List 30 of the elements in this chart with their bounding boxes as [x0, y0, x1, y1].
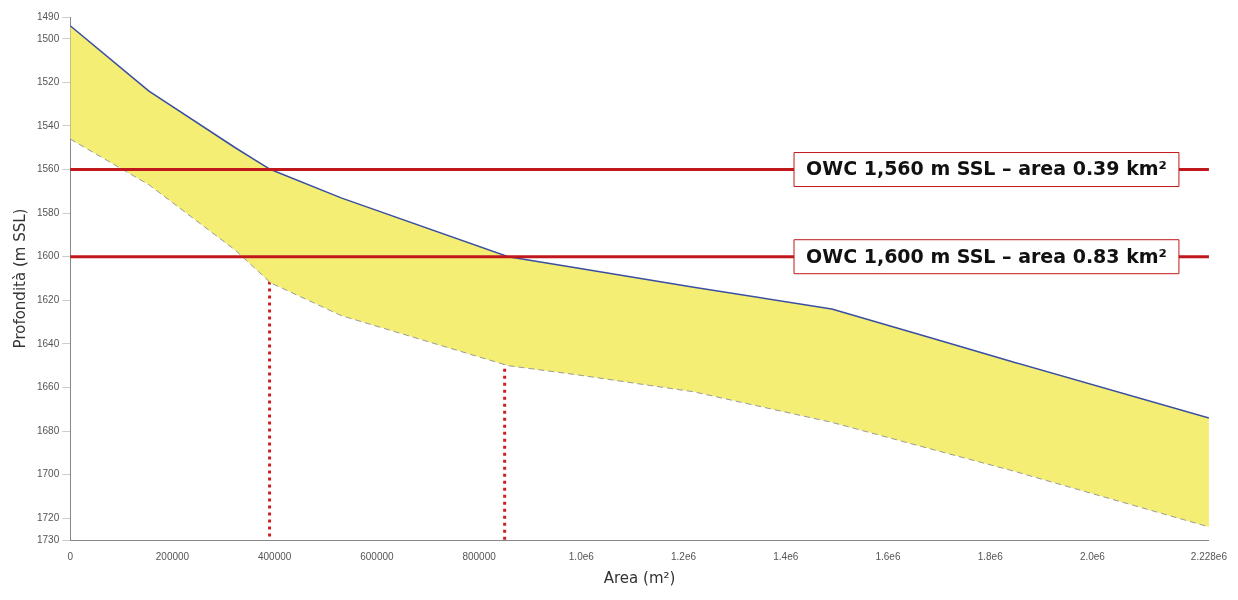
x-tick-label: 1.4e6 — [773, 550, 799, 562]
y-tick-label: 1730 — [37, 533, 60, 545]
y-tick-label: 1700 — [37, 468, 60, 480]
y-tick-label: 1500 — [37, 32, 60, 44]
y-tick-label: 1540 — [37, 119, 60, 131]
y-tick-label: 1600 — [37, 250, 60, 262]
y-tick-label: 1520 — [37, 76, 60, 88]
y-tick-label: 1720 — [37, 511, 60, 523]
y-tick-label: 1660 — [37, 381, 60, 393]
x-tick-label: 400000 — [257, 550, 292, 562]
y-tick-label: 1580 — [37, 206, 60, 218]
x-tick-label: 2.228e6 — [1190, 550, 1228, 562]
y-tick-label: 1620 — [37, 294, 60, 306]
x-tick-label: 0 — [67, 550, 74, 562]
ref-line-label: OWC 1,600 m SSL – area 0.83 km² — [806, 244, 1167, 267]
ref-line-label: OWC 1,560 m SSL – area 0.39 km² — [806, 157, 1167, 180]
x-tick-label: 1.2e6 — [671, 550, 697, 562]
x-tick-label: 200000 — [155, 550, 190, 562]
x-tick-label: 800000 — [462, 550, 497, 562]
y-tick-label: 1640 — [37, 337, 60, 349]
x-tick-label: 1.6e6 — [875, 550, 901, 562]
x-tick-label: 1.0e6 — [568, 550, 595, 562]
x-tick-label: 2.0e6 — [1079, 550, 1106, 562]
y-tick-label: 1560 — [37, 163, 60, 175]
y-tick-label: 1490 — [37, 10, 60, 22]
x-axis-title: Area (m²) — [603, 568, 676, 587]
y-axis-title: Profondità (m SSL) — [10, 208, 29, 349]
x-tick-label: 600000 — [360, 550, 395, 562]
y-tick-label: 1680 — [37, 424, 60, 436]
x-tick-label: 1.8e6 — [977, 550, 1004, 562]
